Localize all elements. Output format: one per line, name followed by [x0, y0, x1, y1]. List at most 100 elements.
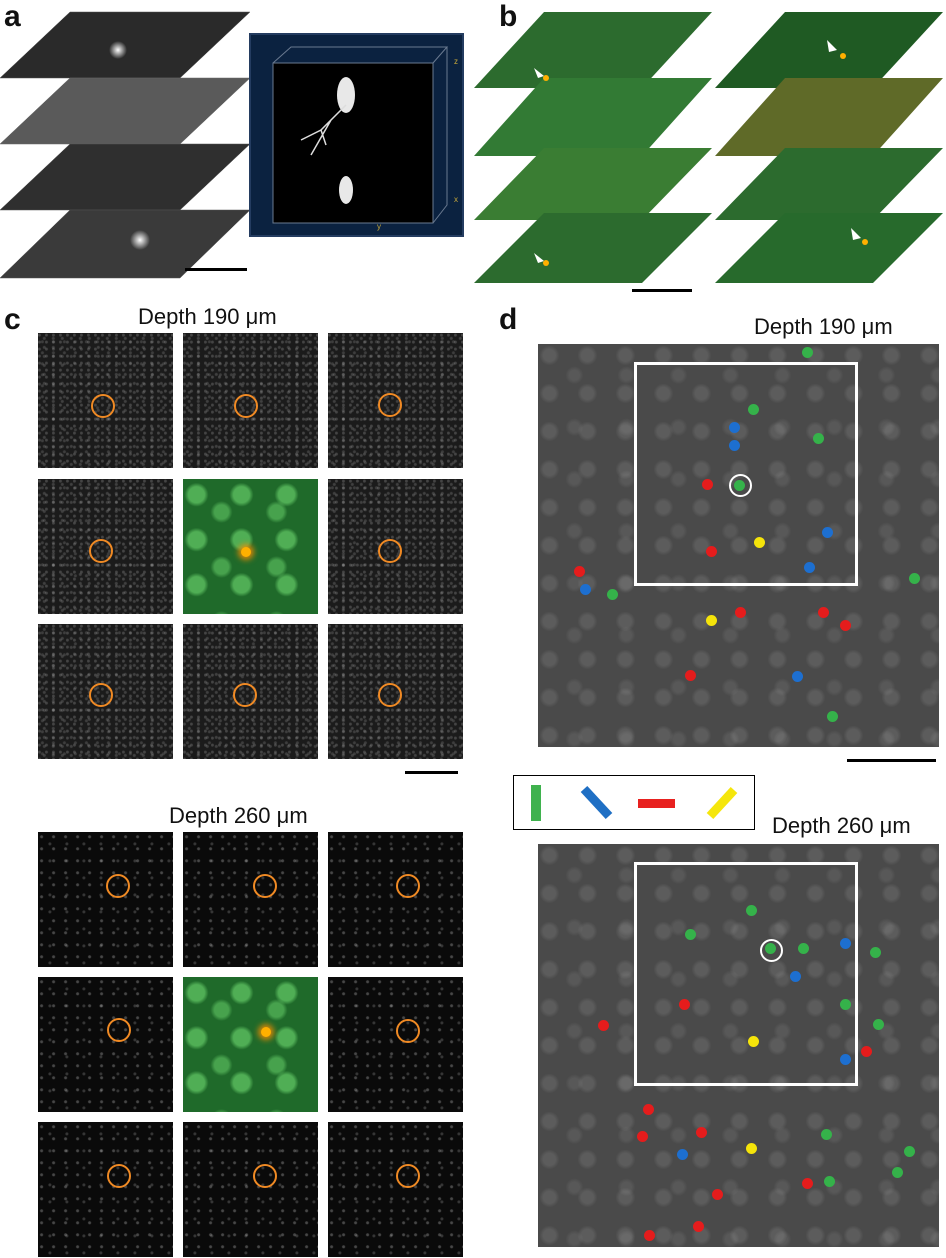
- orientation-dot: [748, 404, 759, 415]
- orientation-dot: [821, 1129, 832, 1140]
- orientation-dot: [580, 584, 591, 595]
- tile-c-bottom-center-overlay: [183, 977, 318, 1112]
- cell-ring: [253, 874, 277, 898]
- orientation-dot: [804, 562, 815, 573]
- tile-c-bottom-2: [183, 832, 318, 967]
- cube-axis-x: x: [454, 195, 458, 204]
- orientation-dot: [840, 999, 851, 1010]
- tile-c-top-9: [328, 624, 463, 759]
- roi-box-top: [634, 362, 858, 586]
- tile-c-bottom-3: [328, 832, 463, 967]
- orientation-dot: [643, 1104, 654, 1115]
- orientation-legend-bars: [531, 785, 738, 821]
- tile-c-top-1: [38, 333, 173, 468]
- panel-label-a: a: [4, 0, 21, 33]
- legend-bar-135deg: [706, 786, 738, 820]
- depth-label-c-top: Depth 190 μm: [138, 304, 277, 329]
- panel-label-d: d: [499, 303, 518, 336]
- orientation-dot: [677, 1149, 688, 1160]
- cell-ring: [378, 683, 402, 707]
- orientation-dot: [607, 589, 618, 600]
- orientation-dot: [685, 670, 696, 681]
- cell-ring: [378, 539, 402, 563]
- panel-label-c: c: [4, 303, 21, 336]
- tile-c-bottom-8: [183, 1122, 318, 1257]
- tile-c-top-6: [328, 479, 463, 614]
- labeled-cell: [261, 1027, 271, 1037]
- scale-bar-d: [847, 759, 936, 762]
- depth-label-d-top: Depth 190 μm: [754, 314, 893, 339]
- cube-axis-y: y: [377, 222, 381, 231]
- image-d-top: [538, 344, 939, 747]
- target-cell-bottom: [760, 939, 783, 962]
- roi-box-bottom: [634, 862, 858, 1086]
- panel-a-stack: [0, 11, 250, 279]
- scale-bar-a: [185, 268, 247, 271]
- legend-bar-0deg: [531, 785, 541, 821]
- orientation-dot: [827, 711, 838, 722]
- orientation-dot: [813, 433, 824, 444]
- orientation-dot: [909, 573, 920, 584]
- orientation-dot: [706, 615, 717, 626]
- panel-b-stack-right: [715, 12, 943, 283]
- tile-c-top-7: [38, 624, 173, 759]
- legend-bar-90deg: [638, 799, 675, 808]
- tile-c-top-8: [183, 624, 318, 759]
- stack-slice-4: [0, 209, 250, 279]
- orientation-dot: [861, 1046, 872, 1057]
- cube-3d-view: z x y: [249, 33, 464, 237]
- stack-slice-3: [0, 143, 250, 211]
- target-cell-top: [729, 474, 752, 497]
- scale-bar-c: [405, 771, 458, 774]
- orientation-dot: [637, 1131, 648, 1142]
- orientation-dot: [696, 1127, 707, 1138]
- orientation-dot: [685, 929, 696, 940]
- orientation-dot: [840, 620, 851, 631]
- orientation-dot: [824, 1176, 835, 1187]
- orientation-dot: [818, 607, 829, 618]
- stack-slice-2: [0, 77, 250, 145]
- panel-b-stack-left: [474, 12, 712, 283]
- orientation-dot: [702, 479, 713, 490]
- tile-c-bottom-7: [38, 1122, 173, 1257]
- orientation-dot: [840, 938, 851, 949]
- tile-c-top-center-overlay: [183, 479, 318, 614]
- orientation-dot: [748, 1036, 759, 1047]
- orientation-dot: [792, 671, 803, 682]
- orientation-dot: [693, 1221, 704, 1232]
- tile-c-bottom-6: [328, 977, 463, 1112]
- depth-label-c-bottom: Depth 260 μm: [169, 803, 308, 828]
- orientation-dot: [802, 347, 813, 358]
- orientation-dot: [712, 1189, 723, 1200]
- tile-c-top-4: [38, 479, 173, 614]
- orientation-dot: [870, 947, 881, 958]
- cell-ring: [396, 874, 420, 898]
- orientation-dot: [746, 905, 757, 916]
- cell-ring: [378, 393, 402, 417]
- cell-ring: [91, 394, 115, 418]
- tile-c-top-2: [183, 333, 318, 468]
- tile-c-bottom-1: [38, 832, 173, 967]
- orientation-dot: [644, 1230, 655, 1241]
- orientation-dot: [734, 480, 745, 491]
- depth-label-d-bottom: Depth 260 μm: [772, 813, 911, 838]
- cell-ring: [89, 683, 113, 707]
- tile-c-bottom-9: [328, 1122, 463, 1257]
- cube-wireframe: [272, 46, 449, 224]
- cell-ring: [107, 1018, 131, 1042]
- orientation-dot: [729, 440, 740, 451]
- orientation-dot: [754, 537, 765, 548]
- orientation-dot: [840, 1054, 851, 1065]
- orientation-dot: [746, 1143, 757, 1154]
- cell-ring: [107, 1164, 131, 1188]
- orientation-dot: [729, 422, 740, 433]
- tile-c-top-3: [328, 333, 463, 468]
- orientation-dot: [790, 971, 801, 982]
- cell-ring: [396, 1019, 420, 1043]
- orientation-dot: [765, 943, 776, 954]
- orientation-dot: [802, 1178, 813, 1189]
- cell-ring: [396, 1164, 420, 1188]
- orientation-dot: [598, 1020, 609, 1031]
- orientation-dot: [904, 1146, 915, 1157]
- orientation-dot: [706, 546, 717, 557]
